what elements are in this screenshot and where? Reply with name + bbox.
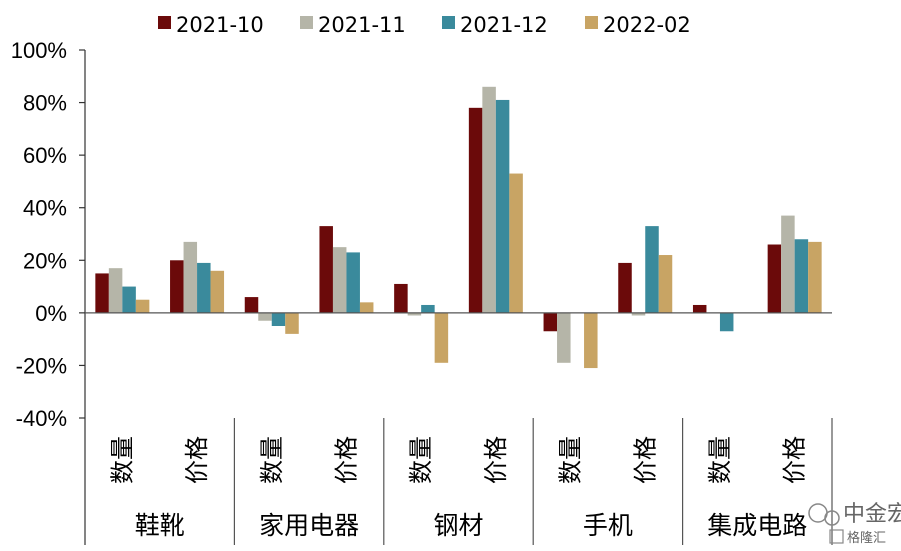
category-label: 数量 — [706, 436, 734, 484]
bar-2021-12-2 — [271, 312, 286, 326]
group-label: 集成电路 — [707, 511, 807, 540]
bar-2022-02-7 — [658, 255, 673, 313]
legend-swatch — [585, 16, 598, 29]
bar-2021-12-1 — [197, 262, 211, 313]
group-label: 钢材 — [433, 511, 483, 540]
bar-2021-12-7 — [645, 226, 659, 313]
bar-2021-12-9 — [794, 239, 809, 313]
category-label: 价格 — [332, 436, 360, 484]
category-label: 价格 — [631, 436, 659, 484]
bar-2021-10-6 — [543, 312, 558, 332]
category-label: 价格 — [781, 436, 809, 484]
category-label: 数量 — [557, 436, 585, 484]
bar-2021-11-0 — [108, 268, 123, 313]
category-label: 数量 — [108, 436, 136, 484]
gelonghui-logo-icon — [829, 529, 844, 544]
legend-swatch — [300, 16, 313, 29]
bar-2021-10-4 — [394, 283, 408, 313]
watermark-brand: 格隆汇 — [847, 530, 886, 546]
bar-2021-12-0 — [122, 286, 136, 313]
wechat-icon-small — [824, 510, 840, 526]
bar-2021-10-1 — [170, 260, 184, 313]
legend-label: 2021-10 — [176, 13, 264, 37]
bar-2021-10-0 — [95, 273, 109, 313]
legend-swatch — [158, 16, 171, 29]
bar-2022-02-0 — [135, 299, 150, 313]
y-tick-label: -40% — [16, 406, 67, 431]
bar-2021-11-7 — [631, 312, 646, 316]
bar-2021-11-4 — [407, 312, 422, 316]
y-tick-label: 60% — [23, 143, 67, 168]
y-axis: 100% 80% 60% 40% 20% 0% -20% -40% — [11, 38, 86, 545]
y-tick-label: 40% — [23, 196, 67, 221]
y-tick-label: 20% — [23, 248, 67, 273]
bar-2022-02-5 — [509, 173, 523, 313]
bar-2021-11-2 — [258, 312, 272, 321]
category-label: 价格 — [482, 436, 510, 484]
bar-2022-02-1 — [210, 270, 225, 313]
bar-2021-11-6 — [557, 312, 571, 363]
bar-2021-11-3 — [332, 247, 347, 313]
group-label: 手机 — [583, 511, 633, 540]
y-tick-label: 100% — [11, 38, 67, 63]
group-label: 鞋靴 — [135, 511, 185, 540]
bar-2022-02-4 — [434, 312, 449, 363]
bar-2021-12-3 — [346, 252, 360, 313]
bar-2022-02-2 — [285, 312, 299, 334]
bar-2021-12-8 — [719, 312, 734, 332]
bar-2021-10-3 — [319, 226, 333, 313]
legend-label: 2022-02 — [603, 13, 691, 37]
legend-label: 2021-12 — [460, 13, 548, 37]
category-label: 价格 — [183, 436, 211, 484]
bar-2021-10-5 — [468, 107, 483, 313]
category-label: 数量 — [258, 436, 286, 484]
legend-swatch — [442, 16, 455, 29]
legend: 2021-10 2021-11 2021-12 2022-02 — [158, 13, 691, 37]
watermark: 中金宏观 格隆汇 — [808, 502, 901, 546]
bar-2021-10-8 — [692, 304, 707, 313]
bar-2021-11-9 — [781, 215, 795, 313]
bar-2022-02-6 — [584, 312, 598, 369]
category-label: 数量 — [407, 436, 435, 484]
bar-2021-10-2 — [244, 297, 259, 313]
bars — [95, 86, 822, 369]
group-label: 家用电器 — [259, 511, 359, 540]
bar-2022-02-9 — [808, 241, 822, 313]
y-tick-label: 0% — [35, 301, 67, 326]
bar-2021-12-5 — [495, 99, 510, 313]
bar-2021-11-5 — [482, 86, 496, 313]
wechat-icon — [808, 503, 828, 523]
y-tick-label: 80% — [23, 91, 67, 116]
legend-label: 2021-11 — [318, 13, 406, 37]
bar-2021-10-7 — [618, 262, 632, 313]
bar-2021-12-4 — [421, 304, 435, 313]
bar-2022-02-3 — [359, 302, 374, 313]
bar-2021-11-1 — [183, 241, 198, 313]
y-tick-label: -20% — [16, 353, 67, 378]
bar-2021-10-9 — [767, 244, 782, 313]
watermark-text: 中金宏观 — [843, 502, 901, 527]
